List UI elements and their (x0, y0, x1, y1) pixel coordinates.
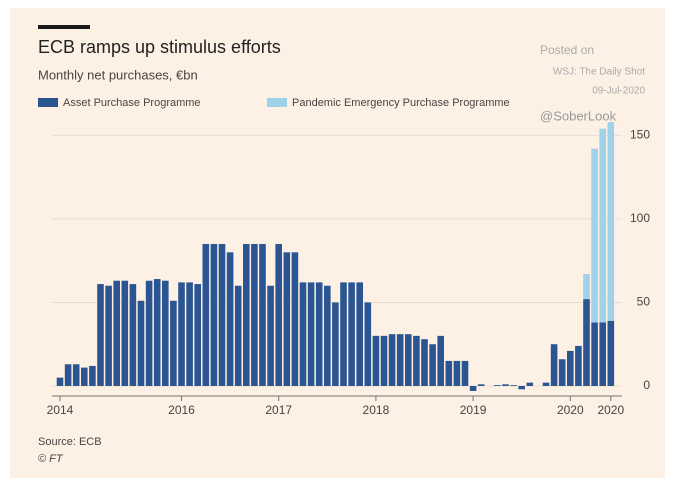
bar (591, 148, 598, 323)
bar (315, 282, 323, 386)
annotation: @SoberLook (540, 108, 617, 123)
bar (607, 320, 615, 386)
bar (583, 274, 590, 300)
title-bar (38, 25, 90, 29)
bar (97, 284, 104, 386)
bar (137, 300, 145, 386)
bar (396, 334, 404, 386)
bar (550, 344, 558, 386)
bar (518, 385, 525, 390)
bar (89, 365, 96, 386)
bar (145, 280, 153, 386)
annotation: Posted on (540, 43, 594, 57)
legend-swatch (267, 98, 287, 107)
bar (153, 279, 161, 386)
bar (218, 243, 226, 386)
bar (445, 360, 453, 386)
bar (599, 128, 606, 323)
bar (429, 344, 436, 386)
credit: © FT (38, 453, 64, 465)
bar (291, 252, 299, 386)
bar (356, 282, 363, 386)
bar (583, 299, 590, 386)
bar (194, 284, 201, 386)
bar (64, 364, 72, 386)
bar (340, 282, 347, 386)
legend-swatch (38, 98, 58, 107)
chart-subtitle: Monthly net purchases, €bn (38, 67, 198, 82)
bar (210, 243, 218, 386)
bar (307, 282, 315, 386)
bar (591, 322, 598, 386)
bar (372, 335, 380, 386)
bar (162, 280, 169, 386)
bar (226, 252, 234, 386)
bar (388, 334, 396, 386)
bar (510, 385, 517, 386)
bar (56, 377, 64, 386)
bar (81, 367, 88, 386)
bar (234, 285, 242, 386)
bar (599, 322, 606, 386)
x-tick-label: 2019 (460, 403, 487, 417)
x-tick-label: 2020 (597, 403, 624, 417)
x-tick-label: 2016 (168, 403, 195, 417)
bar (526, 382, 534, 386)
y-tick-label: 150 (630, 128, 650, 142)
bar (494, 385, 501, 386)
bar (72, 364, 80, 386)
bar (453, 360, 461, 386)
y-tick-label: 0 (643, 378, 650, 392)
bar (283, 252, 291, 386)
bar (259, 243, 266, 386)
x-tick-label: 2020 (557, 403, 584, 417)
chart-title: ECB ramps up stimulus efforts (38, 37, 281, 57)
bar (558, 359, 566, 386)
bar (461, 360, 469, 386)
bar (413, 335, 420, 386)
bar (178, 282, 185, 386)
y-tick-label: 100 (630, 211, 650, 225)
bar (202, 243, 210, 386)
bar (105, 285, 112, 386)
bar (299, 282, 307, 386)
bar (186, 282, 193, 386)
bar (405, 334, 412, 386)
annotation: WSJ: The Daily Shot (553, 67, 645, 78)
panel (10, 8, 665, 478)
bar (437, 335, 444, 386)
x-tick-label: 2018 (363, 403, 390, 417)
bar (251, 243, 258, 386)
source: Source: ECB (38, 436, 102, 448)
bar (364, 302, 372, 386)
bar (469, 385, 477, 391)
bar (275, 243, 282, 386)
annotation: 09-Jul-2020 (592, 86, 645, 97)
bar (575, 345, 582, 386)
bar (129, 284, 137, 386)
bar (113, 280, 120, 386)
bar (324, 285, 331, 386)
bar (243, 243, 250, 386)
bar (348, 282, 355, 386)
bar (380, 335, 388, 386)
bar (607, 122, 615, 321)
bar (502, 384, 509, 386)
bar (421, 339, 428, 386)
bar (267, 285, 274, 386)
y-tick-label: 50 (637, 295, 651, 309)
bar (542, 382, 550, 386)
x-tick-label: 2014 (47, 403, 74, 417)
legend-label: Pandemic Emergency Purchase Programme (292, 97, 510, 109)
bar (567, 350, 574, 386)
x-tick-label: 2017 (265, 403, 292, 417)
bar (170, 300, 177, 386)
legend-label: Asset Purchase Programme (63, 97, 201, 109)
bar (477, 384, 485, 386)
bar (121, 280, 129, 386)
bar (332, 302, 339, 386)
